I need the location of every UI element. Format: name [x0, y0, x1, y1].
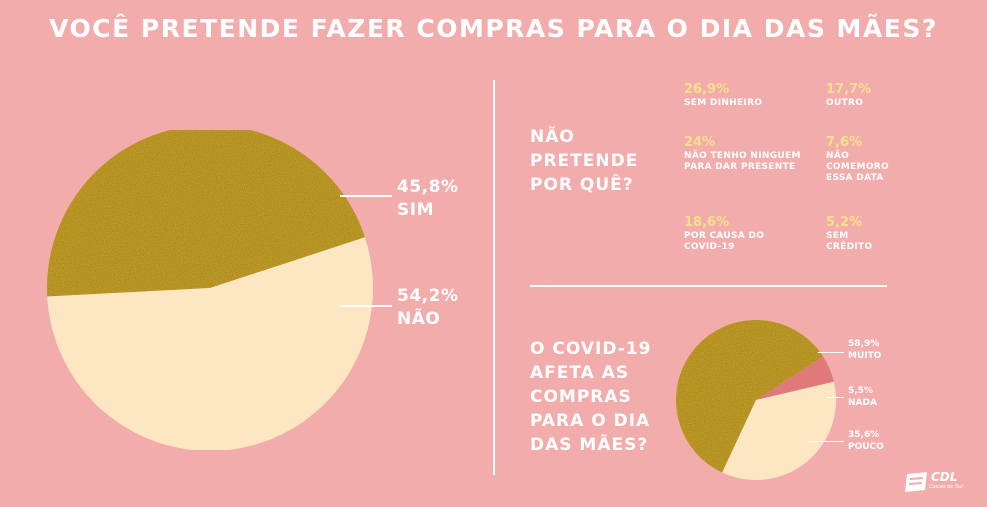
covid-question: O COVID-19 AFETA AS COMPRAS PARA O DIA D…	[530, 337, 651, 457]
why-question-line: POR QUÊ?	[530, 175, 634, 195]
pouco-text: POUCO	[848, 442, 884, 452]
reason-item: 17,7% OUTRO	[826, 82, 906, 109]
pie-slice-nada	[756, 356, 834, 400]
reason-value: 18,6%	[684, 215, 730, 230]
nao-text: NÃO	[397, 309, 441, 329]
reason-label: NÃO COMEMORO ESSA DATA	[826, 151, 889, 183]
nao-value: 54,2%	[397, 286, 459, 306]
reason-value: 7,6%	[826, 135, 863, 150]
sim-leader-line	[340, 195, 392, 197]
reason-item: 5,2% SEM CRÉDITO	[826, 215, 886, 253]
reason-label: OUTRO	[826, 98, 864, 108]
nada-text: NADA	[848, 398, 877, 408]
sim-text: SIM	[397, 200, 434, 220]
horizontal-divider	[530, 285, 887, 287]
nada-label: 5,5% NADA	[848, 385, 877, 409]
cdl-logo-icon	[905, 472, 927, 492]
reason-item: 26,9% SEM DINHEIRO	[684, 82, 814, 109]
pouco-value: 35,6%	[848, 430, 880, 440]
reason-value: 24%	[684, 135, 716, 150]
covid-question-line: O COVID-19	[530, 339, 652, 359]
reason-label: NÃO TENHO NINGUEM PARA DAR PRESENTE	[684, 151, 801, 172]
muito-label: 58,9% MUITO	[848, 338, 881, 362]
sim-value: 45,8%	[397, 177, 459, 197]
muito-value: 58,9%	[848, 339, 880, 349]
reason-label: SEM CRÉDITO	[826, 231, 873, 252]
logo-name: CDL	[931, 470, 958, 484]
pie-slice-nao	[47, 237, 373, 450]
logo-subtitle: Caxias do Sul	[929, 484, 963, 490]
reason-item: 18,6% POR CAUSA DO COVID-19	[684, 215, 776, 253]
nao-leader-line	[340, 305, 392, 307]
covid-question-line: DAS MÃES?	[530, 435, 649, 455]
pie-slice-muito	[676, 320, 824, 473]
muito-text: MUITO	[848, 351, 882, 361]
pouco-label: 35,6% POUCO	[848, 429, 884, 453]
main-pie-chart	[47, 130, 373, 450]
why-question: NÃO PRETENDE POR QUÊ?	[530, 125, 638, 197]
reason-value: 5,2%	[826, 215, 863, 230]
covid-question-line: COMPRAS	[530, 387, 632, 407]
covid-question-line: AFETA AS	[530, 363, 630, 383]
muito-leader-line	[818, 352, 844, 353]
sim-label: 45,8% SIM	[397, 176, 458, 222]
pie-slice-pouco	[722, 381, 836, 480]
reason-value: 17,7%	[826, 82, 872, 97]
nada-value: 5,5%	[848, 386, 873, 396]
vertical-divider	[493, 80, 495, 475]
covid-question-line: PARA O DIA	[530, 411, 651, 431]
nao-label: 54,2% NÃO	[397, 285, 458, 331]
cdl-logo: CDL Caxias do Sul	[905, 470, 963, 498]
why-question-line: NÃO	[530, 127, 575, 147]
nada-leader-line	[826, 397, 844, 398]
pie-slice-sim	[47, 130, 365, 297]
covid-pie-chart	[676, 320, 836, 480]
reason-value: 26,9%	[684, 82, 730, 97]
pouco-leader-line	[808, 441, 844, 442]
reason-label: POR CAUSA DO COVID-19	[684, 231, 765, 252]
reason-label: SEM DINHEIRO	[684, 98, 763, 108]
reason-item: 7,6% NÃO COMEMORO ESSA DATA	[826, 135, 898, 184]
page-title: VOCÊ PRETENDE FAZER COMPRAS PARA O DIA D…	[49, 14, 938, 43]
why-question-line: PRETENDE	[530, 151, 639, 171]
reason-item: 24% NÃO TENHO NINGUEM PARA DAR PRESENTE	[684, 135, 802, 173]
